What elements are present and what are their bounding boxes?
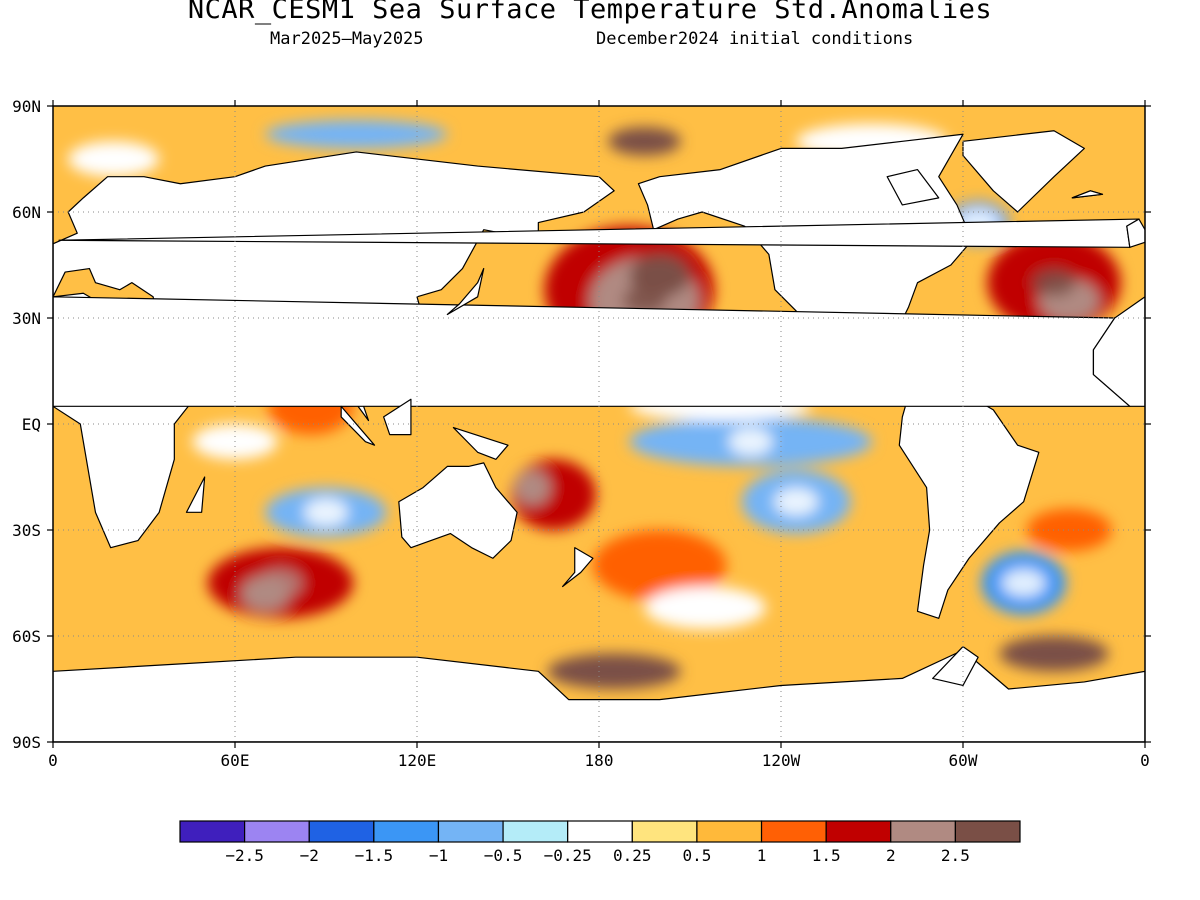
colorbar-label: −0.25 [544, 846, 592, 865]
colorbar: −2.5 −2 −1.5 −1 −0.5 −0.25 0.25 0.5 1 1.5 2 2.5 [179, 820, 1021, 865]
lat-tick-label: 90N [12, 97, 41, 116]
graticule [53, 106, 1145, 742]
anomaly-patch [1026, 508, 1112, 552]
anomaly-region [622, 286, 667, 315]
anomaly-region [774, 487, 819, 516]
land-africa-west-wrap [1092, 296, 1145, 407]
colorbar-swatch [308, 820, 375, 843]
colorbar-swatch [502, 820, 569, 843]
colorbar-label: 0.5 [682, 846, 711, 865]
colorbar-swatch [954, 820, 1021, 843]
lon-tick-label: 180 [585, 751, 614, 770]
anomaly-region [1032, 639, 1076, 668]
anomaly-patch [265, 120, 448, 149]
anomaly-region [258, 569, 303, 597]
lon-tick-label: 0 [48, 751, 58, 770]
lat-tick-label: 30N [12, 309, 41, 328]
colorbar-label: 0.25 [613, 846, 652, 865]
land-madagascar [185, 476, 206, 513]
land-baffin [886, 169, 940, 206]
land-uk-wrap [1126, 218, 1145, 249]
colorbar-label: −2 [300, 846, 319, 865]
colorbar-label: −0.5 [484, 846, 523, 865]
land-sumatra [340, 405, 376, 446]
land-japan [446, 267, 485, 316]
lat-tick-label: 30S [12, 521, 41, 540]
colorbar-swatch [244, 820, 310, 843]
anomaly-region [622, 127, 667, 156]
lat-tick-label: EQ [22, 415, 41, 434]
lon-tick-label: 120E [398, 751, 437, 770]
colorbar-swatch [631, 820, 698, 843]
lat-tick-label: 60S [12, 627, 41, 646]
colorbar-label: −1.5 [355, 846, 394, 865]
anomaly-patch [514, 469, 551, 506]
land-new-guinea [452, 426, 509, 460]
land-greenland [962, 130, 1085, 213]
land-new-zealand [561, 547, 594, 588]
land-iceland-wrap [1071, 190, 1103, 199]
land-antarctica [53, 649, 1145, 742]
lat-tick-label: 60N [12, 203, 41, 222]
anomaly-patch [68, 141, 160, 177]
colorbar-swatch [567, 820, 633, 843]
land-masses [53, 130, 1145, 742]
lon-tick-label: 60E [221, 751, 250, 770]
colorbar-swatch [179, 820, 246, 843]
lat-tick-label: 90S [12, 733, 41, 752]
axis-ticks: 90N 60N 30N EQ 30S 60S 90S 0 60E 120E 180 120W 60W 0 [12, 97, 1151, 770]
colorbar-swatch [437, 820, 504, 843]
colorbar-swatch [890, 820, 956, 843]
anomaly-patch [644, 586, 766, 629]
colorbar-label: 2.5 [941, 846, 970, 865]
land-antarctic-peninsula [932, 645, 979, 687]
colorbar-label: 1.5 [812, 846, 841, 865]
land-australia [398, 462, 518, 559]
colorbar-label: −1 [429, 846, 448, 865]
anomaly-region [728, 427, 773, 456]
lon-tick-label: 0 [1140, 751, 1150, 770]
land-borneo [383, 398, 412, 436]
colorbar-label: −2.5 [225, 846, 264, 865]
colorbar-label: 1 [757, 846, 767, 865]
colorbar-label: 2 [886, 846, 896, 865]
anomaly-region [1001, 569, 1046, 597]
chart-title: NCAR_CESM1 Sea Surface Temperature Std.A… [187, 0, 993, 25]
lon-tick-label: 60W [949, 751, 978, 770]
forecast-period: Mar2025–May2025 [270, 29, 424, 49]
colorbar-swatch [373, 820, 440, 843]
lon-tick-label: 120W [762, 751, 801, 770]
colorbar-swatch [825, 820, 892, 843]
anomaly-region [304, 498, 348, 527]
anomaly-patch [592, 530, 727, 601]
colorbar-swatch [696, 820, 763, 843]
anomaly-region [592, 657, 637, 686]
colorbar-swatch [760, 820, 827, 843]
initial-conditions: December2024 initial conditions [596, 29, 914, 49]
anomaly-region [1032, 268, 1076, 297]
anomaly-patch [629, 254, 691, 297]
